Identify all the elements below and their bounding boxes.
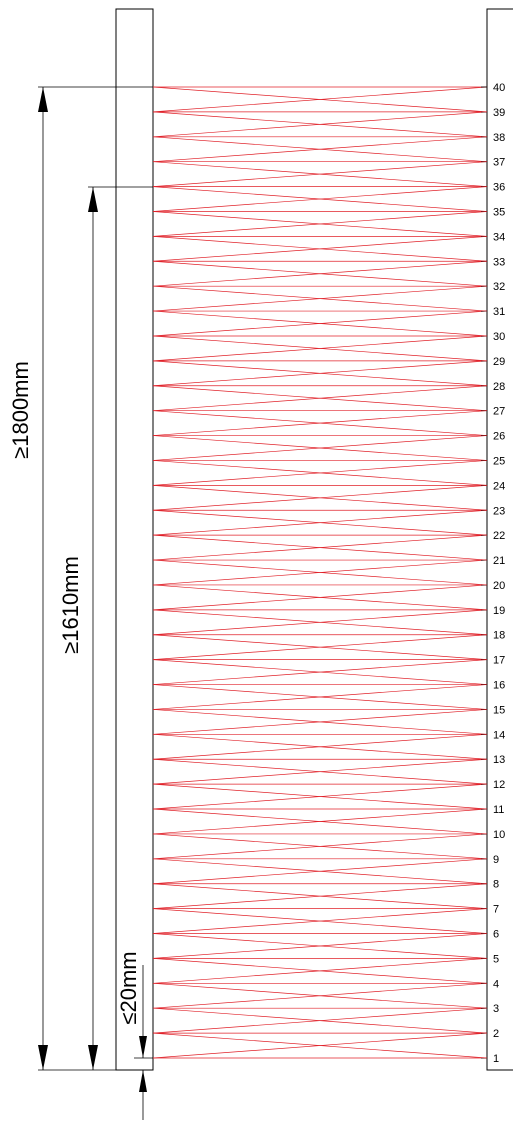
dimension-overall-height: ≥1800mm: [8, 86, 153, 1071]
beam-line: [152, 733, 488, 760]
beam-number: 13: [493, 754, 505, 766]
beam-number: 27: [493, 406, 505, 418]
beam-line: [152, 485, 488, 511]
arrow-down-icon: [38, 1045, 48, 1070]
beam-number: 35: [493, 206, 505, 218]
beam-number: 33: [493, 256, 505, 268]
beam-line: [152, 609, 488, 636]
beam-line: [152, 335, 488, 362]
beam-line: [152, 584, 488, 611]
beam-line: [152, 958, 488, 984]
beam-number: 38: [493, 132, 505, 144]
beam-number: 12: [493, 779, 505, 791]
beam-line: [152, 1007, 488, 1034]
beam-number: 24: [493, 480, 505, 492]
beam-line: [152, 659, 488, 685]
beam-number: 10: [493, 829, 505, 841]
beam-line: [152, 360, 488, 387]
beam-number: 19: [493, 605, 505, 617]
beam-number: 11: [493, 804, 504, 816]
beam-line: [152, 858, 488, 885]
beam-number: 40: [493, 82, 505, 94]
beam-number: 3: [493, 1003, 499, 1015]
arrow-up-icon: [88, 187, 98, 212]
beam-line: [152, 86, 488, 113]
beam-line: [152, 634, 488, 660]
beam-number: 2: [493, 1028, 499, 1040]
beam-numbers: 1234567891011121314151617181920212223242…: [493, 82, 505, 1065]
beam-line: [152, 908, 488, 934]
beam-number: 32: [493, 281, 505, 293]
beam-line: [152, 933, 488, 959]
beam-line: [152, 534, 488, 561]
beam-number: 1: [493, 1053, 499, 1065]
beam-number: 20: [493, 580, 505, 592]
beam-number: 22: [493, 530, 505, 542]
beam-line: [152, 1032, 488, 1059]
beam-number: 8: [493, 879, 499, 891]
beam-number: 34: [493, 231, 505, 243]
beam-number: 26: [493, 431, 505, 443]
beam-line: [152, 236, 488, 262]
beam-number: 29: [493, 356, 505, 368]
beam-number: 5: [493, 953, 499, 965]
beam-line: [152, 285, 488, 312]
bottom-offset-label: ≤20mm: [116, 951, 141, 1024]
beam-line: [152, 435, 488, 461]
beam-number: 14: [493, 729, 505, 741]
beam-number: 18: [493, 630, 505, 642]
beam-line: [152, 833, 488, 860]
protected-height-label: ≥1610mm: [58, 556, 83, 654]
beam-line: [152, 709, 488, 735]
arrow-down-icon: [139, 1036, 147, 1058]
dimension-bottom-offset: ≤20mm: [116, 951, 153, 1120]
overall-height-label: ≥1800mm: [8, 361, 33, 459]
arrow-up-icon: [139, 1070, 147, 1092]
beam-number: 36: [493, 182, 505, 194]
beam-line: [152, 783, 488, 810]
beam-number: 30: [493, 331, 505, 343]
beam-line: [152, 684, 488, 710]
beam-line: [152, 410, 488, 436]
beam-number: 31: [493, 306, 505, 318]
arrow-down-icon: [88, 1045, 98, 1070]
beam-number: 28: [493, 381, 505, 393]
beam-line: [152, 136, 488, 163]
beam-line: [152, 310, 488, 337]
beam-number: 37: [493, 157, 505, 169]
beam-line: [152, 559, 488, 586]
beam-line: [152, 260, 488, 287]
beam-line: [152, 385, 488, 412]
beam-number: 9: [493, 854, 499, 866]
beam-line: [152, 509, 488, 536]
emitter-column: [115, 8, 154, 1071]
beam-line: [152, 111, 488, 138]
beam-line: [152, 758, 488, 785]
beam-number: 25: [493, 455, 505, 467]
beam-number: 15: [493, 704, 505, 716]
beam-number: 39: [493, 107, 505, 119]
beam-line: [152, 808, 488, 835]
beam-number: 16: [493, 680, 505, 692]
beam-number: 6: [493, 929, 499, 941]
beam-line: [152, 161, 488, 187]
beam-line: [152, 460, 488, 486]
beam-line: [152, 211, 488, 237]
beam-number: 7: [493, 904, 499, 916]
beam-line: [152, 186, 488, 212]
beam-line: [152, 982, 488, 1009]
beam-number: 23: [493, 505, 505, 517]
dimension-protected-height: ≥1610mm: [58, 186, 153, 1070]
beam-number: 21: [493, 555, 505, 567]
beam-number: 17: [493, 655, 505, 667]
receiver-column: [486, 8, 513, 1071]
beam-line: [152, 883, 488, 909]
beam-lines: [152, 86, 488, 1059]
beam-number: 4: [493, 978, 499, 990]
arrow-up-icon: [38, 87, 48, 112]
